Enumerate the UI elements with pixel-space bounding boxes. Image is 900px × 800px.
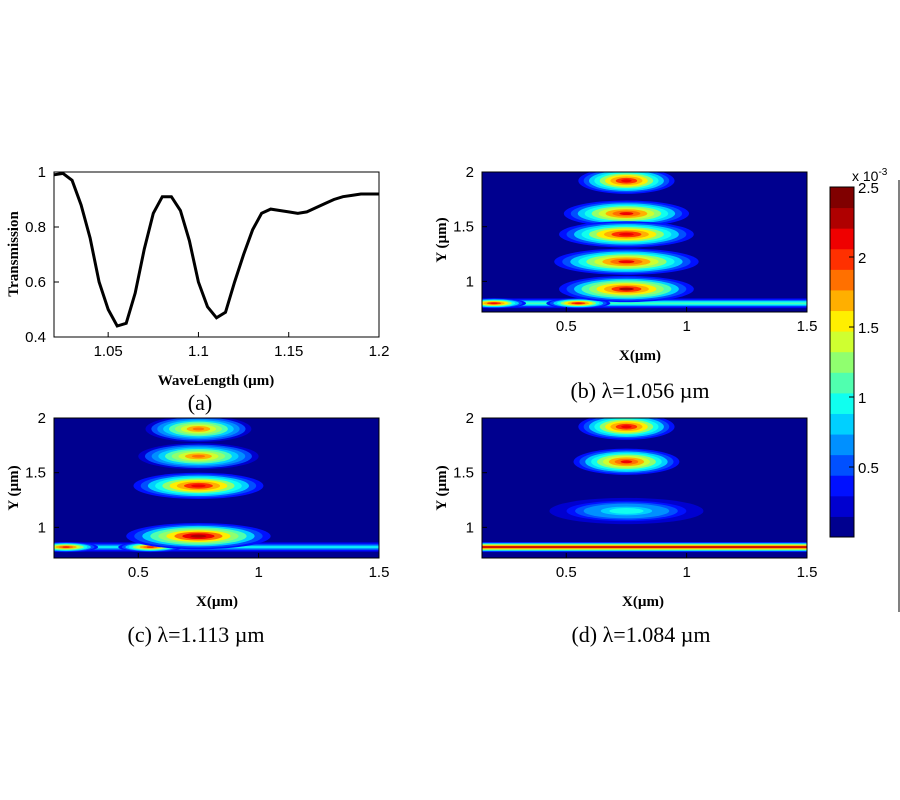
colorbar-tick-label: 2 <box>858 250 866 267</box>
waveguide-hotspot <box>146 546 154 548</box>
colorbar-step <box>830 228 854 250</box>
y-tick-label: 1.5 <box>453 465 474 482</box>
colorbar: 0.5 1 1.5 2 2.5 x 10-3 <box>829 167 900 612</box>
panel-a-xlabel: WaveLength (µm) <box>158 373 275 389</box>
colorbar-step <box>830 187 854 209</box>
field-lobe <box>191 484 206 488</box>
field-lobe <box>621 425 632 429</box>
x-tick-label: 1.1 <box>188 343 209 360</box>
colorbar-step <box>830 372 854 394</box>
field-lobe <box>190 534 207 538</box>
colorbar-step <box>830 248 854 270</box>
panel-c-field-map: 0.5 1 1.5 1 1.5 2 X(µm) Y (µm) (c) λ=1.113 µm <box>6 410 389 647</box>
panel-d-heatmap <box>482 418 807 558</box>
panel-c-heatmap <box>54 418 379 558</box>
waveguide-hotspot <box>62 546 70 548</box>
x-tick-label: 1.5 <box>797 564 818 581</box>
x-tick-label: 1.05 <box>94 343 123 360</box>
colorbar-step <box>830 475 854 497</box>
field-lobe <box>619 212 634 216</box>
panel-a-caption: (a) <box>188 390 212 415</box>
y-tick-label: 1 <box>38 519 46 536</box>
field-lobe <box>620 460 633 464</box>
colorbar-step <box>830 516 854 538</box>
panel-a-transmission-plot: 1.05 1.1 1.15 1.2 0.4 0.6 0.8 1 WaveLength (µm)… <box>6 164 389 415</box>
colorbar-tick-label: 1.5 <box>858 320 879 337</box>
x-tick-label: 1.15 <box>274 343 303 360</box>
panel-d-caption: (d) λ=1.084 µm <box>571 622 710 647</box>
colorbar-step <box>830 413 854 435</box>
field-lobe <box>617 509 636 513</box>
panel-b-xlabel: X(µm) <box>619 348 661 364</box>
y-tick-label: 0.6 <box>25 274 46 291</box>
colorbar-tick-label: 2.5 <box>858 180 879 197</box>
colorbar-step <box>830 331 854 353</box>
panel-b-caption: (b) λ=1.056 µm <box>570 378 709 403</box>
panel-b-heatmap <box>482 172 807 312</box>
colorbar-tick-label: 1 <box>858 390 866 407</box>
field-lobe <box>621 179 632 183</box>
field-lobe <box>618 260 635 264</box>
field-lobe <box>618 287 634 291</box>
y-tick-label: 2 <box>38 410 46 427</box>
x-tick-label: 1.5 <box>797 318 818 335</box>
colorbar-multiplier-base: x 10 <box>852 168 879 184</box>
colorbar-step <box>830 434 854 456</box>
panel-d-frame <box>481 417 808 559</box>
colorbar-multiplier: x 10-3 <box>852 167 888 184</box>
transmission-series-line <box>53 171 379 328</box>
panel-c-frame <box>53 417 380 559</box>
x-tick-label: 1 <box>682 564 690 581</box>
colorbar-tick-label: 0.5 <box>858 460 879 477</box>
waveguide-hotspot <box>574 302 582 304</box>
panel-d-xlabel: X(µm) <box>622 594 664 610</box>
waveguide-band <box>482 302 807 304</box>
x-tick-label: 1 <box>682 318 690 335</box>
colorbar-step <box>830 392 854 414</box>
x-tick-label: 1.2 <box>369 343 390 360</box>
panel-a-ylabel: Transmission <box>6 211 22 297</box>
y-tick-label: 1.5 <box>25 465 46 482</box>
panel-c-xlabel: X(µm) <box>196 594 238 610</box>
colorbar-step <box>830 207 854 229</box>
field-lobe <box>618 232 634 236</box>
field-lobe <box>192 427 205 431</box>
panel-a-frame <box>53 171 380 338</box>
colorbar-step <box>830 289 854 312</box>
y-tick-label: 2 <box>466 410 474 427</box>
colorbar-frame <box>829 186 855 538</box>
colorbar-step <box>830 310 854 332</box>
y-tick-label: 1 <box>466 519 474 536</box>
y-tick-label: 1 <box>38 164 46 181</box>
colorbar-step <box>830 269 854 291</box>
panel-c-caption: (c) λ=1.113 µm <box>128 622 265 647</box>
panel-c-ylabel: Y (µm) <box>6 465 22 510</box>
colorbar-step <box>830 454 854 476</box>
field-lobe <box>191 454 206 458</box>
x-tick-label: 1.5 <box>369 564 390 581</box>
y-tick-label: 2 <box>466 164 474 181</box>
y-tick-label: 1 <box>466 273 474 290</box>
colorbar-gradient <box>830 187 854 538</box>
field-background <box>482 418 807 558</box>
y-tick-label: 1.5 <box>453 219 474 236</box>
panel-d-ylabel: Y (µm) <box>434 465 450 510</box>
panel-b-frame <box>481 171 808 313</box>
panel-d-field-map: 0.5 1 1.5 1 1.5 2 X(µm) Y (µm) (d) λ=1.084 µm <box>434 410 817 647</box>
y-tick-label: 0.8 <box>25 219 46 236</box>
colorbar-multiplier-exponent: -3 <box>878 167 887 178</box>
x-tick-label: 1 <box>254 564 262 581</box>
y-tick-label: 0.4 <box>25 329 46 346</box>
colorbar-step <box>830 495 854 517</box>
waveguide-hotspot <box>490 302 498 304</box>
x-tick-label: 0.5 <box>128 564 149 581</box>
waveguide-band <box>482 546 807 548</box>
colorbar-step <box>830 351 854 373</box>
panel-b-field-map: 0.5 1 1.5 1 1.5 2 X(µm) Y (µm) (b) λ=1.056 µm <box>434 164 817 403</box>
x-tick-label: 0.5 <box>556 318 577 335</box>
x-tick-label: 0.5 <box>556 564 577 581</box>
panel-b-ylabel: Y (µm) <box>434 217 450 262</box>
